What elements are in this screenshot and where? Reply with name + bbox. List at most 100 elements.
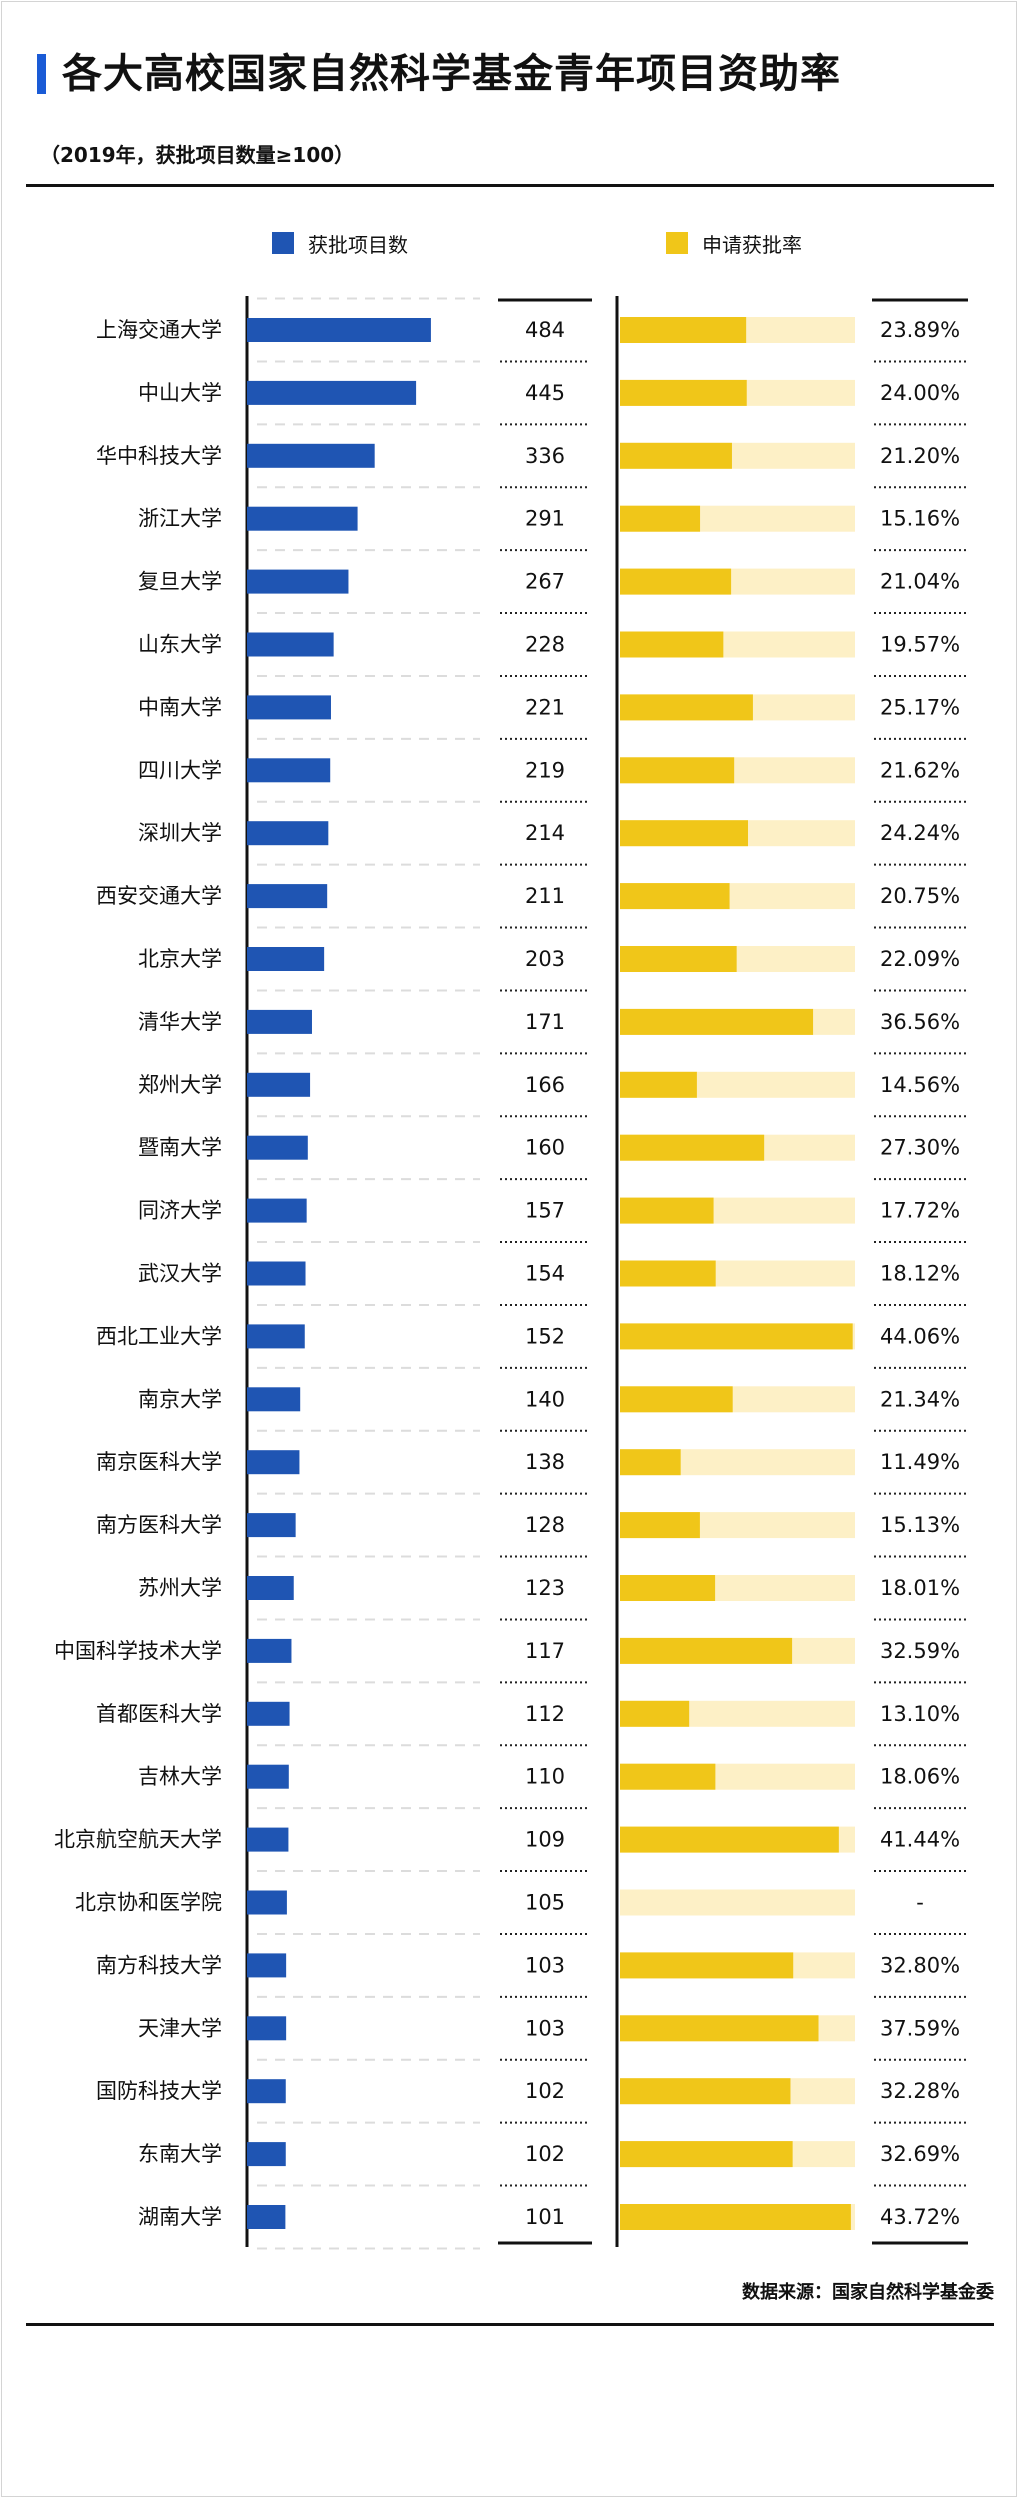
count-bar [247,506,358,531]
count-value-label: 219 [525,758,565,782]
category-label: 西安交通大学 [96,884,222,908]
source-note: 数据来源：国家自然科学基金委 [742,2282,994,2303]
rate-value-label: 32.28% [880,2079,960,2103]
category-label: 华中科技大学 [96,444,222,468]
category-label: 上海交通大学 [96,318,222,342]
page-title: 各大高校国家自然科学基金青年项目资助率 [62,51,841,97]
count-bar [247,1009,312,1034]
rate-value-label: 36.56% [880,1010,960,1034]
rate-bar [620,1512,700,1539]
count-bar [247,1324,305,1349]
rate-bar [620,820,749,847]
rate-value-label: 21.04% [880,570,960,594]
category-label: 山东大学 [138,633,222,657]
count-bar [247,443,375,468]
rate-value-label: 32.69% [880,2142,960,2166]
count-bar [247,1513,296,1538]
top-divider [26,184,994,187]
category-label: 浙江大学 [138,507,222,531]
count-value-label: 166 [525,1073,565,1097]
count-bar [247,1387,301,1412]
category-label: 清华大学 [138,1010,222,1034]
rate-value-label: 14.56% [880,1073,960,1097]
rate-bar [620,2141,793,2168]
count-value-label: 140 [525,1387,565,1411]
legend-count: 获批项目数 [272,228,408,258]
category-label: 北京航空航天大学 [54,1828,222,1852]
rate-value-label: 27.30% [880,1136,960,1160]
rate-value-label: 44.06% [880,1324,960,1348]
page-subtitle: （2019年，获批项目数量≥100） [40,143,355,167]
category-label: 吉林大学 [138,1765,222,1789]
legend-count-swatch [272,232,294,254]
count-value-label: 211 [525,884,565,908]
rate-value-label: 15.13% [880,1513,960,1537]
legend-rate-label: 申请获批率 [702,232,802,257]
count-bar [247,884,328,909]
rate-value-label: - [916,1891,924,1915]
count-value-label: 336 [525,444,565,468]
count-value-label: 138 [525,1450,565,1474]
rate-value-label: 32.59% [880,1639,960,1663]
rate-bar [620,1826,839,1853]
count-value-label: 228 [525,633,565,657]
count-bar [247,632,334,657]
rate-value-label: 15.16% [880,507,960,531]
rate-bar [620,1197,714,1224]
rate-value-label: 18.01% [880,1576,960,1600]
rate-value-label: 24.00% [880,381,960,405]
rate-value-label: 23.89% [880,318,960,342]
count-bar [247,695,331,720]
count-bar [247,1450,300,1475]
rate-value-label: 22.09% [880,947,960,971]
count-bar [247,758,331,783]
count-bar [247,318,431,342]
rate-bar [620,946,737,972]
rate-bar [620,2015,819,2042]
count-bar [247,1072,311,1097]
category-label: 天津大学 [138,2016,222,2040]
rate-bar-track [620,1889,855,1916]
count-value-label: 102 [525,2079,565,2103]
rate-value-label: 17.72% [880,1199,960,1223]
bottom-divider [26,2323,994,2326]
rate-bar [620,317,747,343]
category-label: 西北工业大学 [96,1324,222,1348]
count-bar [247,1764,289,1789]
title-accent-bar [37,54,46,94]
count-value-label: 152 [525,1324,565,1348]
count-value-label: 102 [525,2142,565,2166]
legend-rate-swatch [666,232,688,254]
rate-bar [620,1575,716,1601]
count-bar [247,1827,289,1852]
count-bar [247,2205,286,2229]
count-value-label: 171 [525,1010,565,1034]
category-label: 复旦大学 [138,570,222,594]
rate-bar [620,1134,765,1161]
category-label: 南京医科大学 [96,1450,222,1474]
rate-bar [620,631,724,658]
count-value-label: 103 [525,2016,565,2040]
rate-bar [620,883,730,910]
rate-bar [620,1700,690,1727]
count-value-label: 103 [525,1953,565,1977]
rate-bar [620,1323,853,1350]
category-label: 四川大学 [138,758,222,782]
count-bar [247,1198,307,1223]
count-bar [247,1953,287,1978]
category-label: 苏州大学 [138,1576,222,1600]
chart-area: 上海交通大学 484 23.89% 中山大学 445 24.00% 华中科技大学 336 21.… [54,296,968,2250]
rate-value-label: 43.72% [880,2205,960,2229]
count-value-label: 203 [525,947,565,971]
rate-bar [620,757,735,784]
rate-value-label: 21.62% [880,758,960,782]
count-bar [247,1890,287,1915]
rate-bar [620,1449,681,1476]
rate-value-label: 21.20% [880,444,960,468]
count-value-label: 109 [525,1828,565,1852]
rate-value-label: 21.34% [880,1387,960,1411]
category-label: 国防科技大学 [96,2079,222,2103]
count-value-label: 484 [525,318,565,342]
legend-rate: 申请获批率 [666,228,802,258]
count-bar [247,1701,290,1726]
